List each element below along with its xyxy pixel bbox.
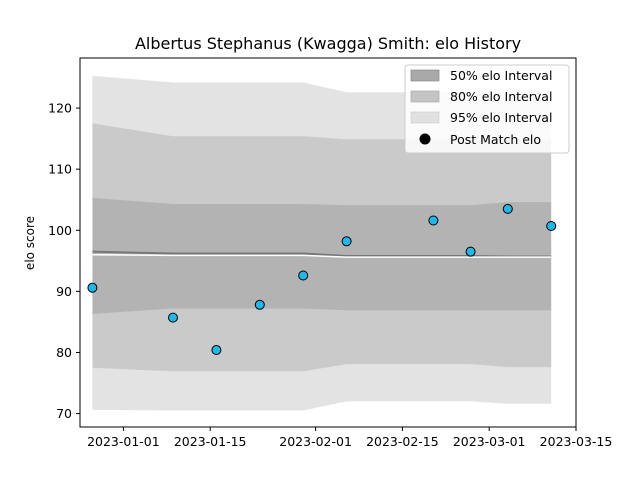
- band-50-outline: [92, 198, 551, 257]
- chart-title: Albertus Stephanus (Kwagga) Smith: elo H…: [135, 34, 521, 53]
- post-match-point-9: [502, 203, 513, 214]
- y-tick-label-3: 90: [56, 284, 72, 299]
- band-95: [92, 75, 552, 411]
- y-axis: 70 80 90 100 110 120: [48, 101, 80, 421]
- x-tick-label-5: 2023-03-01: [453, 434, 526, 449]
- post-match-point-8: [465, 246, 476, 257]
- y-tick-label-1: 70: [56, 406, 72, 421]
- mean-elo-line: [92, 250, 552, 258]
- y-tick-label-5: 110: [48, 162, 72, 177]
- plot-frame: [79, 57, 577, 428]
- legend-label-95: 95% elo Interval: [450, 110, 552, 125]
- post-match-points: [87, 203, 557, 356]
- interval-bands: [92, 75, 552, 411]
- legend-frame: [404, 64, 570, 154]
- y-axis-label: elo score: [23, 216, 37, 270]
- post-match-point-1: [87, 282, 98, 293]
- x-tick-label-2: 2023-01-15: [174, 434, 247, 449]
- post-match-point-6: [341, 236, 352, 247]
- legend-swatch-50: [410, 69, 440, 82]
- post-match-point-10: [546, 221, 557, 231]
- x-tick-label-3: 2023-02-01: [279, 434, 352, 449]
- post-match-point-7: [428, 215, 439, 226]
- x-axis: 2023-01-01 2023-01-15 2023-02-01 2023-02-15…: [87, 427, 612, 449]
- legend-label-80: 80% elo Interval: [450, 89, 552, 104]
- legend: 50% elo Interval 80% elo Interval 95% el…: [404, 64, 570, 154]
- band-80: [92, 123, 552, 372]
- post-match-point-4: [254, 299, 265, 310]
- y-tick-label-4: 100: [48, 223, 72, 238]
- mean-elo-line-group: [92, 250, 552, 258]
- post-match-point-3: [211, 345, 222, 356]
- y-tick-label-6: 120: [48, 101, 72, 116]
- legend-label-post-match: Post Match elo: [450, 132, 541, 147]
- legend-swatch-95: [410, 111, 440, 124]
- legend-label-50: 50% elo Interval: [450, 68, 552, 83]
- post-match-point-2: [168, 312, 178, 323]
- y-tick-label-2: 80: [56, 345, 72, 360]
- legend-marker-post-match: [419, 133, 431, 145]
- median-separator-line: [92, 253, 552, 258]
- x-tick-label-1: 2023-01-01: [87, 434, 160, 449]
- x-tick-label-6: 2023-03-15: [540, 434, 613, 449]
- legend-swatch-80: [410, 90, 440, 103]
- post-match-point-5: [298, 270, 309, 281]
- x-tick-label-4: 2023-02-15: [366, 434, 439, 449]
